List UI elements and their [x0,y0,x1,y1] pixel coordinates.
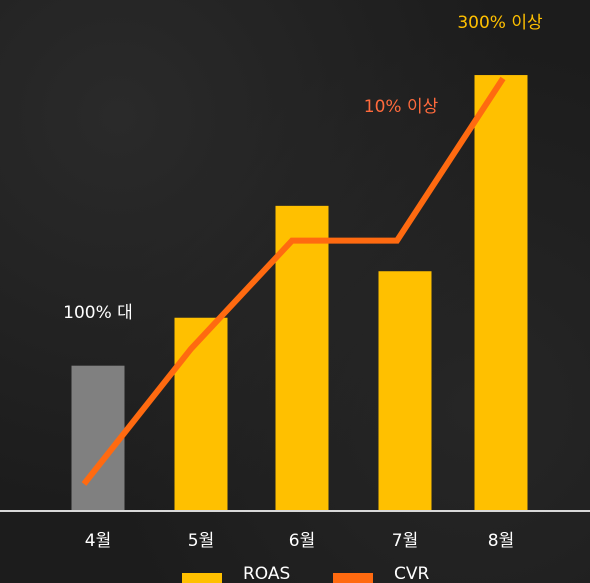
bar-1 [71,365,125,511]
bar-4 [378,271,432,511]
annotation-roas-300: 300% 이상 [457,13,543,33]
x-axis-ticks: 4월 5월 6월 7월 8월 [85,531,514,551]
annotation-roas-100: 100% 대 [63,303,133,323]
line-series-cvr [81,76,506,486]
x-tick-label: 6월 [289,531,315,551]
legend: ROAS CVR [182,564,429,583]
x-tick-label: 4월 [85,531,111,551]
x-tick-label: 7월 [392,531,418,551]
legend-label-roas: ROAS [243,564,290,583]
legend-swatch-cvr [333,573,373,583]
legend-swatch-roas [182,573,222,583]
x-tick-label: 8월 [488,531,514,551]
bar-3 [275,205,329,511]
annotation-cvr-10: 10% 이상 [364,97,439,117]
legend-label-cvr: CVR [394,564,429,583]
bar-2 [174,317,228,511]
x-tick-label: 5월 [188,531,214,551]
bar-5 [474,75,528,511]
bar-series-roas [71,75,528,511]
